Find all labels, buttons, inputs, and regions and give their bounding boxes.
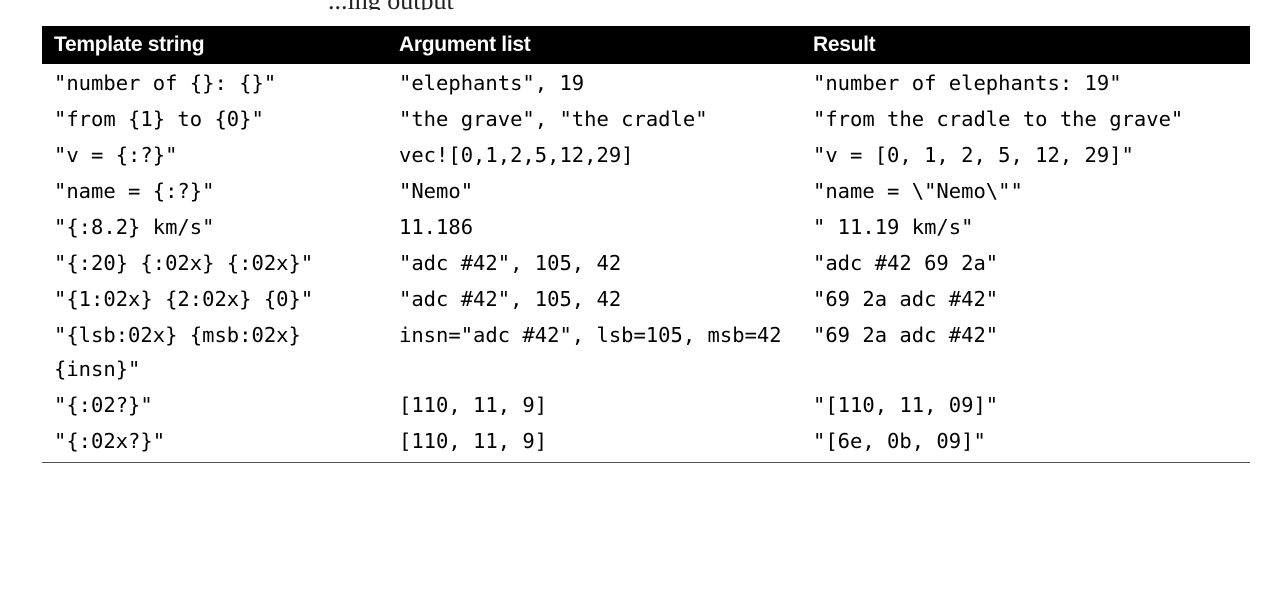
table-row: "{:20} {:02x} {:02x}" "adc #42", 105, 42 "… — [42, 244, 1250, 280]
argument-list-cell: [110, 11, 9] — [399, 429, 548, 453]
table-row: "v = {:?}" vec![0,1,2,5,12,29] "v = [0, 1,… — [42, 136, 1250, 172]
template-string-cell: "{lsb:02x} {msb:02x} {insn}" — [54, 323, 314, 381]
header-result: Result — [813, 33, 876, 56]
template-string-cell: "{:20} {:02x} {:02x}" — [54, 251, 314, 275]
result-cell: "adc #42 69 2a" — [813, 251, 999, 275]
template-string-cell: "{:02?}" — [54, 393, 153, 417]
argument-list-cell: "adc #42", 105, 42 — [399, 251, 622, 275]
result-cell: "number of elephants: 19" — [813, 71, 1122, 95]
table-row: "{:02x?}" [110, 11, 9] "[6e, 0b, 09]" — [42, 422, 1250, 458]
format-examples-table-container: Template string Argument list Result "nu… — [42, 26, 1250, 458]
template-string-cell: "name = {:?}" — [54, 179, 215, 203]
argument-list-cell: "elephants", 19 — [399, 71, 585, 95]
template-string-cell: "{1:02x} {2:02x} {0}" — [54, 287, 314, 311]
table-row: "{1:02x} {2:02x} {0}" "adc #42", 105, 42 "… — [42, 280, 1250, 316]
result-cell: "name = \"Nemo\"" — [813, 179, 1023, 203]
template-string-cell: "v = {:?}" — [54, 143, 178, 167]
argument-list-cell: "the grave", "the cradle" — [399, 107, 708, 131]
result-cell: "from the cradle to the grave" — [813, 107, 1184, 131]
result-cell: " 11.19 km/s" — [813, 215, 974, 239]
table-row: "{:02?}" [110, 11, 9] "[110, 11, 09]" — [42, 386, 1250, 422]
table-row: "{lsb:02x} {msb:02x} {insn}" insn="adc #4… — [42, 316, 1250, 386]
table-row: "from {1} to {0}" "the grave", "the cradl… — [42, 100, 1250, 136]
header-template-string: Template string — [54, 33, 205, 56]
template-string-cell: "{:02x?}" — [54, 429, 166, 453]
argument-list-cell: "adc #42", 105, 42 — [399, 287, 622, 311]
table-bottom-rule — [42, 462, 1250, 463]
argument-list-cell: [110, 11, 9] — [399, 393, 548, 417]
table-body: "number of {}: {}" "elephants", 19 "number… — [42, 64, 1250, 458]
result-cell: "[110, 11, 09]" — [813, 393, 999, 417]
argument-list-cell: "Nemo" — [399, 179, 474, 203]
template-string-cell: "number of {}: {}" — [54, 71, 277, 95]
table-row: "name = {:?}" "Nemo" "name = \"Nemo\"" — [42, 172, 1250, 208]
template-string-cell: "{:8.2} km/s" — [54, 215, 215, 239]
result-cell: "[6e, 0b, 09]" — [813, 429, 986, 453]
format-examples-table: Template string Argument list Result "nu… — [42, 26, 1250, 458]
table-caption: ...ing output — [328, 0, 454, 10]
template-string-cell: "from {1} to {0}" — [54, 107, 264, 131]
caption-fragment: ...ing output — [0, 0, 1280, 10]
argument-list-cell: insn="adc #42", lsb=105, msb=42 — [399, 323, 782, 347]
table-header: Template string Argument list Result — [42, 26, 1250, 64]
argument-list-cell: 11.186 — [399, 215, 474, 239]
argument-list-cell: vec![0,1,2,5,12,29] — [399, 143, 634, 167]
table-row: "number of {}: {}" "elephants", 19 "number… — [42, 64, 1250, 100]
header-row: Template string Argument list Result — [42, 26, 1250, 64]
table-row: "{:8.2} km/s" 11.186 " 11.19 km/s" — [42, 208, 1250, 244]
header-argument-list: Argument list — [399, 33, 531, 56]
result-cell: "69 2a adc #42" — [813, 287, 999, 311]
result-cell: "v = [0, 1, 2, 5, 12, 29]" — [813, 143, 1134, 167]
result-cell: "69 2a adc #42" — [813, 323, 999, 347]
